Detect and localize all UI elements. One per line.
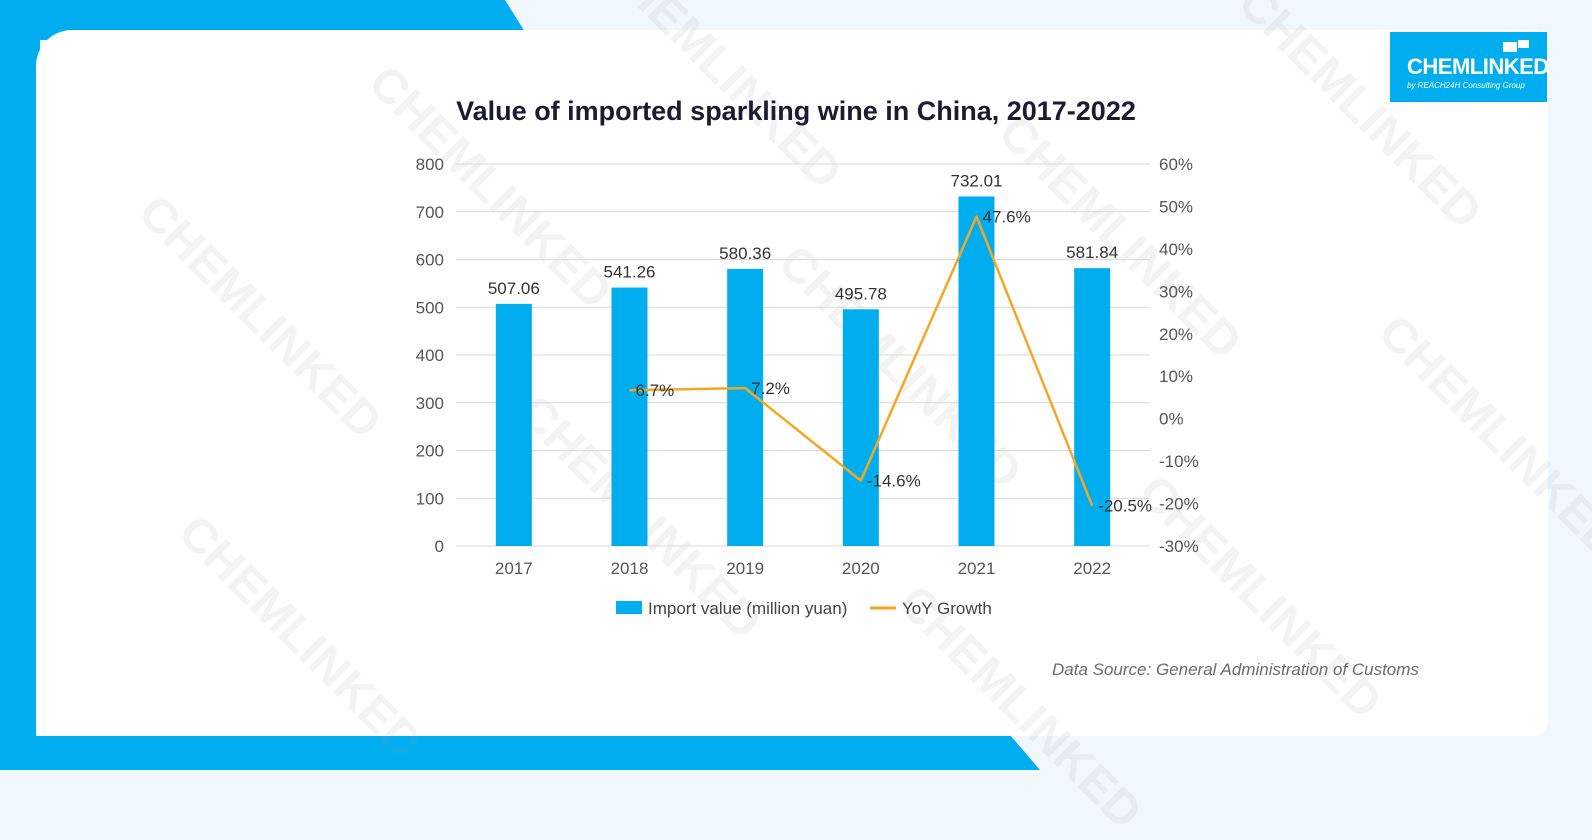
x-tick-label: 2018 <box>611 559 649 578</box>
bar <box>495 303 532 546</box>
legend: Import value (million yuan) YoY Growth <box>616 599 992 618</box>
gridlines <box>456 163 1150 547</box>
y-right-tick-label: -20% <box>1159 495 1199 514</box>
x-tick-label: 2017 <box>495 559 533 578</box>
y-left-tick-label: 400 <box>416 346 444 365</box>
chart: Value of imported sparkling wine in Chin… <box>416 96 1199 618</box>
y-left-tick-label: 700 <box>416 203 444 222</box>
axes: 0 100 200 300 400 500 600 700 800 -30% -20% -10% 0% 1… <box>416 155 1199 578</box>
bar-value-label: 507.06 <box>488 279 540 298</box>
y-right-tick-label: -10% <box>1159 452 1199 471</box>
legend-bar-label: Import value (million yuan) <box>648 599 847 618</box>
x-tick-label: 2022 <box>1073 559 1111 578</box>
y-right-tick-label: 50% <box>1159 197 1193 216</box>
y-right-tick-label: 0% <box>1159 410 1184 429</box>
line-point <box>860 480 862 482</box>
logo-subtext: by REACH24H Consulting Group <box>1407 81 1525 90</box>
logo-wordmark: CHEMLINKED <box>1407 54 1549 79</box>
bar <box>842 309 879 546</box>
chart-title: Value of imported sparkling wine in Chin… <box>456 96 1136 126</box>
line-value-label: 6.7% <box>636 381 675 400</box>
y-right-tick-label: 20% <box>1159 325 1193 344</box>
bar-value-label: 580.36 <box>719 244 771 263</box>
line-point <box>629 389 630 391</box>
y-right-tick-label: -30% <box>1159 537 1199 556</box>
line-value-label: -20.5% <box>1098 497 1152 516</box>
line-series <box>629 215 1094 507</box>
y-left-tick-label: 600 <box>416 251 444 270</box>
line-value-label: 7.2% <box>751 379 790 398</box>
y-left-tick-label: 500 <box>416 298 444 317</box>
chart-card <box>36 30 1548 736</box>
data-labels: 507.06 541.26 580.36 495.78 732.01 581.84 6.7%… <box>488 171 1152 515</box>
line-point <box>1091 505 1093 507</box>
line-point <box>976 216 977 218</box>
line-value-label: 47.6% <box>983 208 1031 227</box>
data-source-note: Data Source: General Administration of C… <box>1052 660 1419 679</box>
bar-series <box>495 196 1111 547</box>
bar <box>958 196 995 547</box>
line-value-label: -14.6% <box>867 472 921 491</box>
y-right-tick-label: 60% <box>1159 155 1193 174</box>
background-stripe-bottom <box>0 735 1040 770</box>
legend-bar-swatch <box>616 601 642 614</box>
legend-line-label: YoY Growth <box>902 599 992 618</box>
chat-bubbles-icon <box>1503 40 1529 52</box>
y-right-tick-label: 30% <box>1159 282 1193 301</box>
x-tick-label: 2021 <box>958 559 996 578</box>
y-left-tick-label: 300 <box>416 394 444 413</box>
y-left-tick-label: 0 <box>435 537 444 556</box>
bar <box>611 287 648 546</box>
y-left-tick-label: 800 <box>416 155 444 174</box>
bar-value-label: 732.01 <box>951 171 1003 190</box>
bar <box>1074 268 1111 546</box>
line-point <box>744 387 746 389</box>
brand-logo: CHEMLINKED by REACH24H Consulting Group <box>1390 32 1549 102</box>
y-left-tick-label: 100 <box>416 489 444 508</box>
bar-value-label: 495.78 <box>835 284 887 303</box>
y-right-tick-label: 10% <box>1159 367 1193 386</box>
bar-value-label: 541.26 <box>604 263 656 282</box>
y-right-tick-label: 40% <box>1159 240 1193 259</box>
x-tick-label: 2020 <box>842 559 880 578</box>
y-left-tick-label: 200 <box>416 442 444 461</box>
background-stripe-left <box>0 0 40 770</box>
bar <box>727 268 764 546</box>
bar-value-label: 581.84 <box>1066 243 1118 262</box>
x-tick-label: 2019 <box>726 559 764 578</box>
